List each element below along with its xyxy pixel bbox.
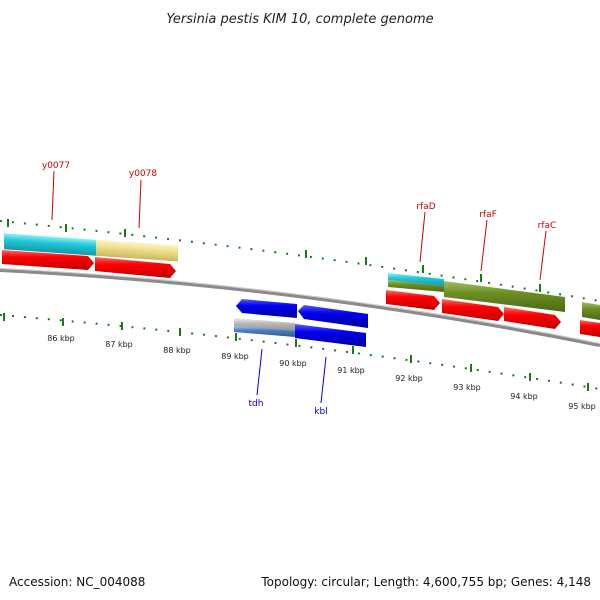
scale-label-90: 90 kbp [279, 359, 307, 368]
gene-label-tdh[interactable]: tdh [249, 399, 264, 409]
gene-label-kbl[interactable]: kbl [314, 407, 327, 417]
scale-label-88: 88 kbp [163, 346, 191, 355]
gene-label-y0077[interactable]: y0077 [42, 161, 70, 171]
cog-bar-rfaD-olive [388, 280, 444, 292]
cog-bar-tdh-gray [234, 318, 295, 332]
scale-labels: 86 kbp 87 kbp 88 kbp 89 kbp 90 kbp 91 kb… [47, 334, 596, 411]
gene-label-rfaC[interactable]: rfaC [538, 221, 557, 231]
scale-label-93: 93 kbp [453, 383, 481, 392]
forward-cds-track [2, 250, 600, 337]
genome-backbone [0, 268, 600, 347]
cog-bar-tdh-steel [234, 326, 295, 337]
cog-bars-left [4, 233, 178, 262]
gene-label-rfaD[interactable]: rfaD [416, 202, 435, 212]
scale-label-89: 89 kbp [221, 352, 249, 361]
cog-bar-y0078 [96, 239, 178, 262]
cog-bar-rfaD [388, 273, 444, 286]
accession-text: Accession: NC_004088 [9, 575, 145, 589]
outer-major-ticks [7, 219, 541, 292]
cds-arrow-y0078 [95, 257, 176, 278]
cds-arrow-y0077 [2, 250, 94, 270]
gene-label-y0078[interactable]: y0078 [129, 169, 158, 179]
cds-arrow-rfaF [442, 299, 504, 321]
cds-arrow-kbl [295, 324, 366, 347]
cds-arrow-rfaC [504, 307, 561, 329]
scale-label-86: 86 kbp [47, 334, 75, 343]
cog-bar-y0077 [4, 233, 96, 256]
scale-label-87: 87 kbp [105, 340, 133, 349]
gene-leader-lines [51, 170, 547, 404]
scale-label-95: 95 kbp [568, 402, 596, 411]
reverse-cds-track [234, 299, 368, 347]
scale-label-94: 94 kbp [510, 392, 538, 401]
map-title: Yersinia pestis KIM 10, complete genome [166, 12, 433, 27]
cds-arrow-right-short [298, 305, 368, 328]
cds-arrow-left-short [236, 299, 297, 318]
cog-bar-rfaF-rfaC [444, 281, 565, 312]
inner-major-ticks [3, 313, 589, 391]
cds-arrow-rfaD [386, 290, 440, 310]
gene-label-rfaF[interactable]: rfaF [479, 210, 497, 220]
genome-backbone-highlight [0, 268, 600, 344]
inner-tick-row [0, 314, 600, 390]
scale-label-92: 92 kbp [395, 374, 423, 383]
cds-arrow-edge [580, 320, 600, 337]
cog-bar-edge [582, 302, 600, 320]
genome-summary-text: Topology: circular; Length: 4,600,755 bp… [260, 575, 591, 589]
outer-tick-row [0, 220, 600, 302]
scale-label-91: 91 kbp [337, 366, 365, 375]
cog-bars-right [388, 273, 600, 320]
